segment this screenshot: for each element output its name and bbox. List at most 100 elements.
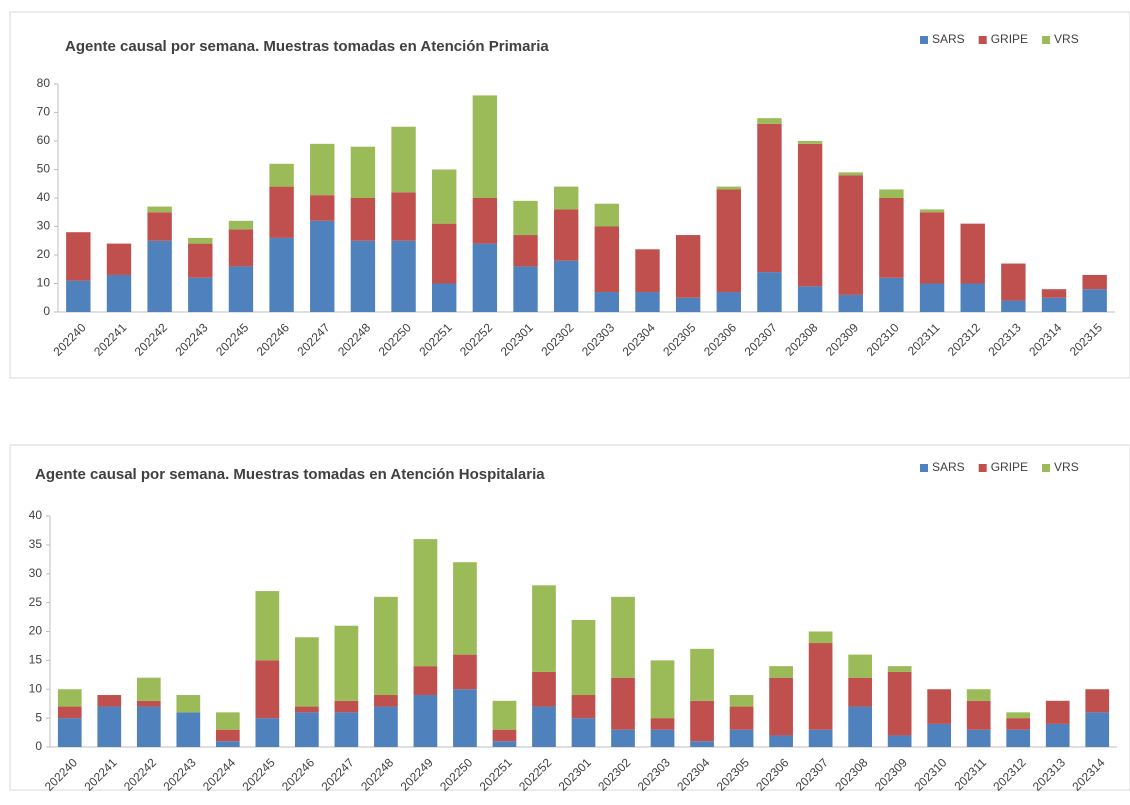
- x-tick-label: 202246: [279, 755, 317, 793]
- bar-segment: [797, 141, 823, 144]
- x-tick-label: 202252: [457, 320, 495, 358]
- bar-segment: [1041, 289, 1067, 298]
- bar-segment: [769, 735, 793, 747]
- legend-label: VRS: [1054, 32, 1079, 46]
- x-tick-label: 202302: [538, 320, 576, 358]
- bar-segment: [310, 143, 335, 196]
- bar-segment: [147, 206, 172, 213]
- bar-segment: [136, 677, 161, 701]
- x-tick-label: 202307: [793, 755, 831, 793]
- bar-segment: [571, 695, 596, 719]
- chart-frame: [9, 444, 1130, 791]
- bar-segment: [879, 189, 904, 198]
- x-tick-label: 202240: [50, 320, 88, 358]
- bar-segment: [391, 240, 416, 312]
- x-tick-label: 202242: [132, 320, 170, 358]
- bar-segment: [1045, 723, 1070, 747]
- bar-segment: [66, 232, 91, 281]
- bar-segment: [532, 671, 556, 707]
- y-tick-label: 10: [29, 681, 43, 695]
- bar-segment: [553, 209, 579, 261]
- bar-segment: [838, 294, 863, 312]
- bar-segment: [97, 695, 122, 707]
- bar-segment: [650, 660, 675, 719]
- x-tick-label: 202302: [595, 755, 633, 793]
- y-tick-label: 10: [37, 276, 51, 290]
- bar-segment: [729, 706, 754, 730]
- x-tick-label: 202308: [832, 755, 870, 793]
- legend-label: VRS: [1054, 460, 1079, 474]
- x-tick-label: 202247: [319, 755, 357, 793]
- bar-segment: [106, 274, 132, 312]
- bar-segment: [215, 741, 240, 747]
- legend-label: GRIPE: [991, 32, 1028, 46]
- bar-segment: [532, 706, 556, 747]
- bar-segment: [215, 729, 240, 742]
- bar-segment: [176, 712, 201, 747]
- bar-segment: [255, 718, 280, 747]
- x-tick-label: 202315: [1067, 320, 1105, 358]
- x-tick-label: 202307: [742, 320, 780, 358]
- x-tick-label: 202306: [701, 320, 739, 358]
- bar-segment: [553, 260, 579, 312]
- bar-segment: [453, 689, 477, 747]
- bar-segment: [675, 235, 701, 298]
- bar-segment: [757, 272, 782, 312]
- bar-segment: [838, 172, 863, 176]
- x-tick-label: 202301: [556, 755, 594, 793]
- bar-segment: [887, 671, 912, 736]
- bar-segment: [374, 706, 398, 747]
- bar-segment: [838, 175, 863, 295]
- bar-segment: [1006, 712, 1031, 719]
- bar-segment: [228, 266, 254, 312]
- x-tick-label: 202244: [200, 755, 238, 793]
- bar-segment: [808, 729, 833, 747]
- bar-segment: [176, 695, 201, 713]
- bar-segment: [269, 186, 294, 238]
- y-tick-label: 20: [37, 247, 51, 261]
- x-tick-label: 202248: [358, 755, 396, 793]
- bar-segment: [334, 700, 359, 713]
- bar-segment: [919, 209, 945, 213]
- bar-segment: [1001, 300, 1026, 312]
- bar-segment: [532, 585, 556, 672]
- x-tick-label: 202242: [121, 755, 159, 793]
- bar-segment: [808, 631, 833, 644]
- y-tick-label: 40: [29, 508, 43, 522]
- bar-segment: [295, 712, 319, 747]
- x-tick-label: 202250: [376, 320, 414, 358]
- bar-segment: [919, 212, 945, 284]
- x-tick-label: 202248: [335, 320, 373, 358]
- bar-segment: [255, 660, 280, 719]
- bar-segment: [594, 292, 620, 312]
- y-tick-label: 30: [37, 219, 51, 233]
- y-tick-label: 0: [35, 739, 42, 753]
- bar-segment: [492, 700, 517, 730]
- bar-segment: [887, 666, 912, 672]
- bar-segment: [966, 700, 991, 730]
- bar-segment: [757, 123, 782, 273]
- x-tick-label: 202314: [1026, 320, 1064, 358]
- bar-segment: [1082, 289, 1107, 312]
- bar-segment: [769, 666, 793, 678]
- x-tick-label: 202304: [674, 755, 712, 793]
- x-tick-label: 202303: [579, 320, 617, 358]
- y-tick-label: 50: [37, 162, 51, 176]
- x-tick-label: 202313: [1030, 755, 1068, 793]
- x-tick-label: 202311: [905, 320, 943, 358]
- legend-swatch: [978, 36, 987, 44]
- bar-segment: [106, 243, 132, 275]
- legend-label: SARS: [932, 460, 965, 474]
- legend-label: SARS: [932, 32, 965, 46]
- bar-segment: [675, 297, 701, 312]
- bar-segment: [690, 741, 714, 747]
- bar-segment: [927, 689, 952, 724]
- bar-segment: [228, 229, 254, 267]
- x-tick-label: 202309: [872, 755, 910, 793]
- bar-segment: [453, 654, 477, 690]
- x-tick-label: 202301: [498, 320, 536, 358]
- bar-segment: [919, 283, 945, 312]
- x-tick-label: 202313: [986, 320, 1024, 358]
- bar-segment: [492, 729, 517, 742]
- bar-segment: [635, 249, 660, 293]
